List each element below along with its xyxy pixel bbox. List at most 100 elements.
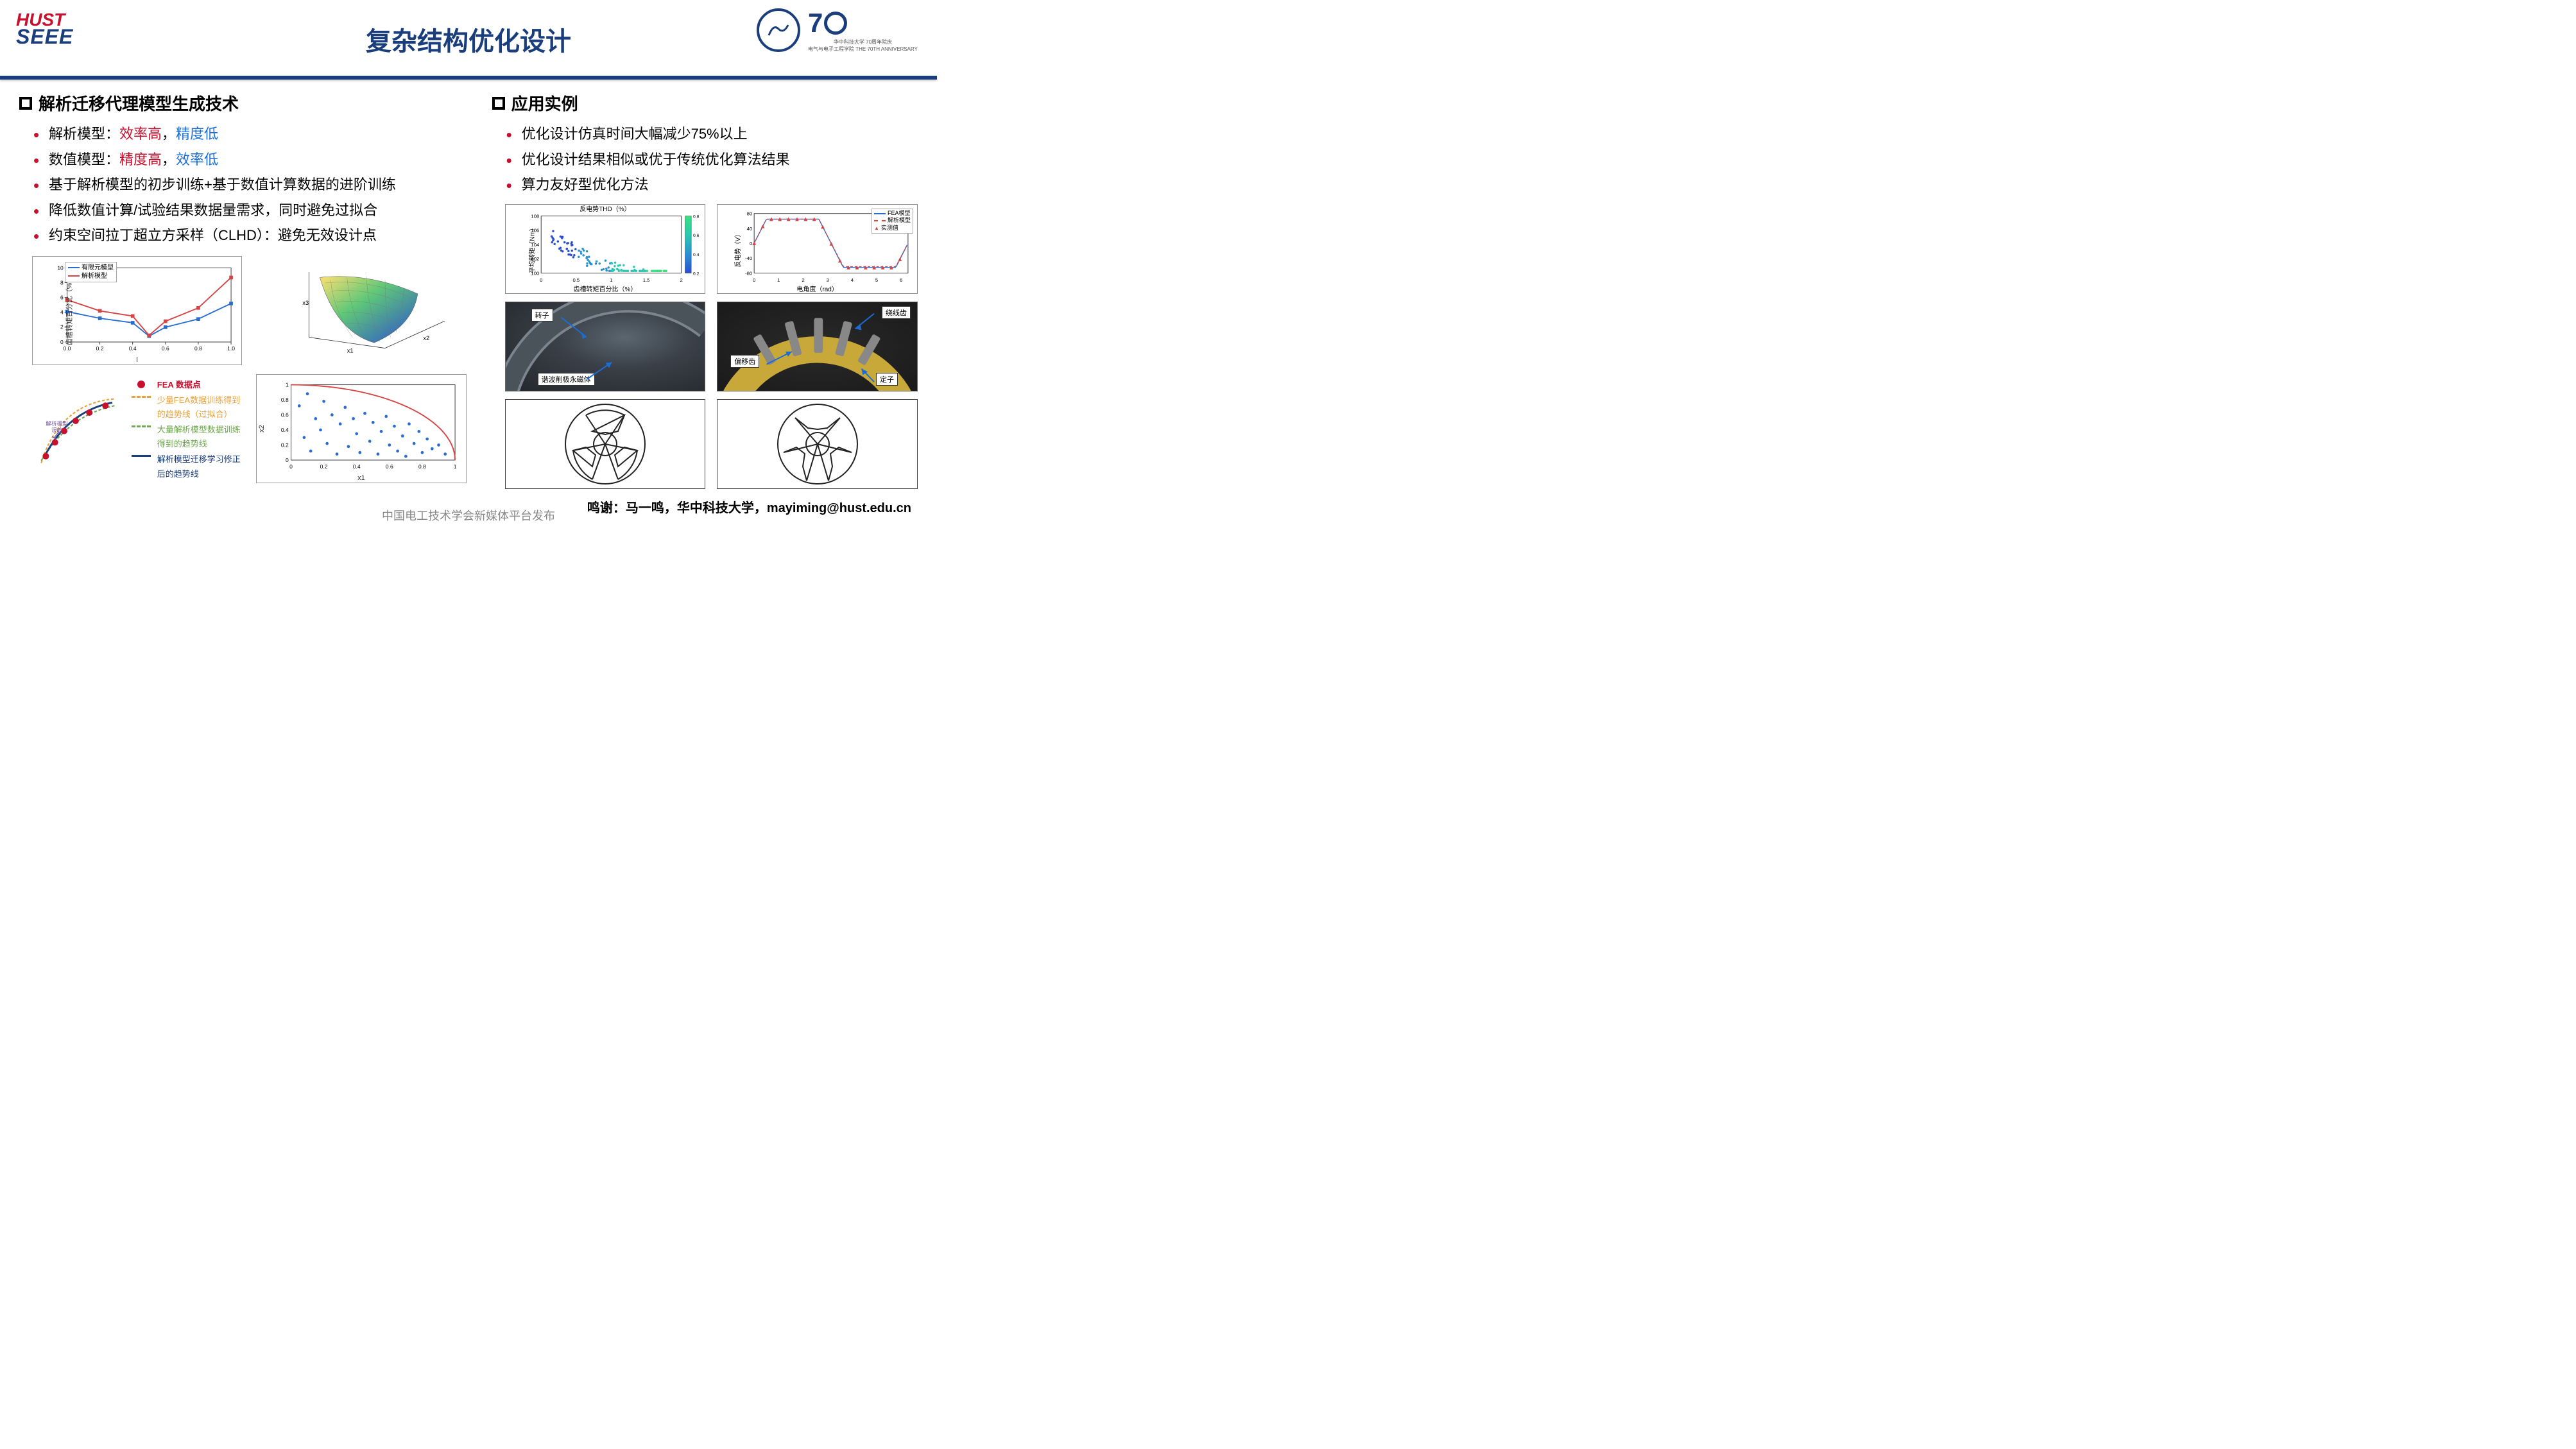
svg-text:0: 0 <box>753 277 755 283</box>
left-b3: 基于解析模型的初步训练+基于数值计算数据的进阶训练 <box>37 172 467 198</box>
b2-blue: 效率低 <box>176 151 218 167</box>
svg-text:0.4: 0.4 <box>281 427 289 433</box>
svg-text:1: 1 <box>777 277 780 283</box>
logo-right: 707 华中科技大学 70周年院庆 电气与电子工程学院 THE 70TH ANN… <box>757 8 918 53</box>
svg-text:6: 6 <box>60 294 64 300</box>
svg-text:0.2: 0.2 <box>96 345 104 352</box>
logo-left: HUST SEEE <box>16 12 73 46</box>
svg-text:-80: -80 <box>745 270 752 276</box>
svg-text:0: 0 <box>286 457 289 463</box>
svg-text:1.5: 1.5 <box>642 277 649 283</box>
schematic: 解析模型 误差 <box>32 374 124 483</box>
chart-surface: x1 x2 x3 <box>256 256 466 365</box>
svg-text:40: 40 <box>747 226 753 232</box>
left-b4: 降低数值计算/试验结果数据量需求，同时避免过拟合 <box>37 198 467 223</box>
chart-waveform: 反电势（V） 电角度（rad） FEA模型 解析模型 ▲实测值 0123456-… <box>717 204 918 294</box>
chart-clhd: x2 x1 000.20.20.40.40.60.60.80.811 <box>256 374 466 483</box>
svg-text:x3: x3 <box>303 300 309 306</box>
chart1-xlab: l <box>136 356 137 364</box>
svg-text:x1: x1 <box>347 347 354 354</box>
kl-r2: 少量FEA数据训练得到的趋势线（过拟合） <box>130 393 243 422</box>
anniv-sub2: 电气与电子工程学院 THE 70TH ANNIVERSARY <box>808 47 918 53</box>
right-b3: 算力友好型优化方法 <box>510 172 918 198</box>
right-heading: 应用实例 <box>492 91 918 115</box>
svg-text:0: 0 <box>60 339 64 345</box>
content: 解析迁移代理模型生成技术 解析模型：效率高，精度低 数值模型：精度高，效率低 基… <box>0 80 937 489</box>
wave-leg1: FEA模型 <box>888 210 911 218</box>
kl-r4-lbl: 解析模型迁移学习修正后的趋势线 <box>157 452 243 481</box>
svg-text:10: 10 <box>57 264 64 271</box>
right-b1: 优化设计仿真时间大幅减少75%以上 <box>510 121 918 147</box>
svg-text:0.2: 0.2 <box>281 442 289 448</box>
chart-cogging: 齿槽转矩百分比（%） l 有限元模型 解析模型 0.00.20.40.60.81… <box>32 256 242 365</box>
kl-r1: FEA 数据点 <box>130 378 243 392</box>
kl-r3-lbl: 大量解析模型数据训练得到的趋势线 <box>157 423 243 451</box>
b1-pre: 解析模型： <box>49 126 119 142</box>
credit: 鸣谢：马一鸣，华中科技大学，mayiming@hust.edu.cn <box>587 497 911 516</box>
dash-green-icon <box>132 425 151 427</box>
svg-text:x2: x2 <box>424 335 430 341</box>
svg-text:0.0: 0.0 <box>64 345 71 352</box>
svg-text:108: 108 <box>531 213 539 219</box>
svg-text:0.8: 0.8 <box>693 214 700 219</box>
svg-text:0.8: 0.8 <box>281 397 289 403</box>
svg-text:4: 4 <box>60 309 64 316</box>
right-column: 应用实例 优化设计仿真时间大幅减少75%以上 优化设计结果相似或优于传统优化算法… <box>492 91 918 489</box>
thd-title: 反电势THD（%） <box>580 203 630 213</box>
b2-pre: 数值模型： <box>49 151 119 167</box>
solid-blue-icon <box>132 455 151 457</box>
b2-red: 精度高 <box>119 151 162 167</box>
svg-text:0: 0 <box>289 463 293 470</box>
left-bullets: 解析模型：效率高，精度低 数值模型：精度高，效率低 基于解析模型的初步训练+基于… <box>19 121 467 248</box>
square-bullet-icon <box>19 97 32 110</box>
svg-text:0.8: 0.8 <box>194 345 202 352</box>
svg-text:0.4: 0.4 <box>353 463 361 470</box>
wave-leg3: 实测值 <box>881 225 898 232</box>
svg-text:0: 0 <box>540 277 542 283</box>
svg-text:解析模型: 解析模型 <box>46 420 68 427</box>
svg-text:1.0: 1.0 <box>227 345 235 352</box>
logo-seee: SEEE <box>16 28 73 46</box>
seal-icon <box>757 8 800 52</box>
svg-text:8: 8 <box>60 279 64 286</box>
chart1-ylab: 齿槽转矩百分比（%） <box>64 276 74 346</box>
left-column: 解析迁移代理模型生成技术 解析模型：效率高，精度低 数值模型：精度高，效率低 基… <box>19 91 467 489</box>
b2-mid: ， <box>162 151 176 167</box>
dot-icon <box>137 381 145 388</box>
svg-text:2: 2 <box>60 324 64 330</box>
svg-text:0.2: 0.2 <box>320 463 328 470</box>
schematic-row: 解析模型 误差 FEA 数据点 少量FEA数据训练得到的趋势线（过拟合） 大量解… <box>32 374 242 483</box>
header: HUST SEEE 复杂结构优化设计 707 华中科技大学 70周年院庆 电气与… <box>0 0 937 71</box>
kl-r2-lbl: 少量FEA数据训练得到的趋势线（过拟合） <box>157 393 243 422</box>
svg-text:0.2: 0.2 <box>693 271 700 276</box>
wave-ylab: 反电势（V） <box>732 230 742 267</box>
svg-text:0: 0 <box>750 241 752 246</box>
svg-text:0.8: 0.8 <box>418 463 426 470</box>
clhd-ylab: x2 <box>258 425 266 433</box>
key-legend: FEA 数据点 少量FEA数据训练得到的趋势线（过拟合） 大量解析模型数据训练得… <box>130 374 243 483</box>
b1-red: 效率高 <box>119 126 162 142</box>
svg-text:2: 2 <box>802 277 805 283</box>
kl-r3: 大量解析模型数据训练得到的趋势线 <box>130 423 243 451</box>
svg-text:0.6: 0.6 <box>162 345 169 352</box>
left-heading: 解析迁移代理模型生成技术 <box>19 91 467 115</box>
left-heading-text: 解析迁移代理模型生成技术 <box>39 91 239 115</box>
svg-text:4: 4 <box>851 277 854 283</box>
svg-text:6: 6 <box>900 277 902 283</box>
dash-orange-icon <box>132 396 151 398</box>
surface-svg: x1 x2 x3 <box>275 261 462 354</box>
chart-thd-scatter: 反电势THD（%） 平均转矩（Nm） 齿槽转矩百分比（%） 00.511.521… <box>505 204 706 294</box>
b1-mid: ， <box>162 126 176 142</box>
svg-text:2: 2 <box>680 277 682 283</box>
svg-text:1: 1 <box>610 277 612 283</box>
clhd-xlab: x1 <box>357 474 365 482</box>
svg-text:0.6: 0.6 <box>386 463 393 470</box>
svg-text:0.5: 0.5 <box>572 277 580 283</box>
thd-xlab: 齿槽转矩百分比（%） <box>573 284 637 293</box>
right-bullets: 优化设计仿真时间大幅减少75%以上 优化设计结果相似或优于传统优化算法结果 算力… <box>492 121 918 198</box>
clhd-svg: 000.20.20.40.40.60.60.80.811 <box>276 380 461 471</box>
right-figures: 反电势THD（%） 平均转矩（Nm） 齿槽转矩百分比（%） 00.511.521… <box>492 204 918 489</box>
cad-section-1 <box>505 399 706 489</box>
chart1-leg2: 解析模型 <box>82 272 107 280</box>
chart1-leg1: 有限元模型 <box>82 264 114 272</box>
